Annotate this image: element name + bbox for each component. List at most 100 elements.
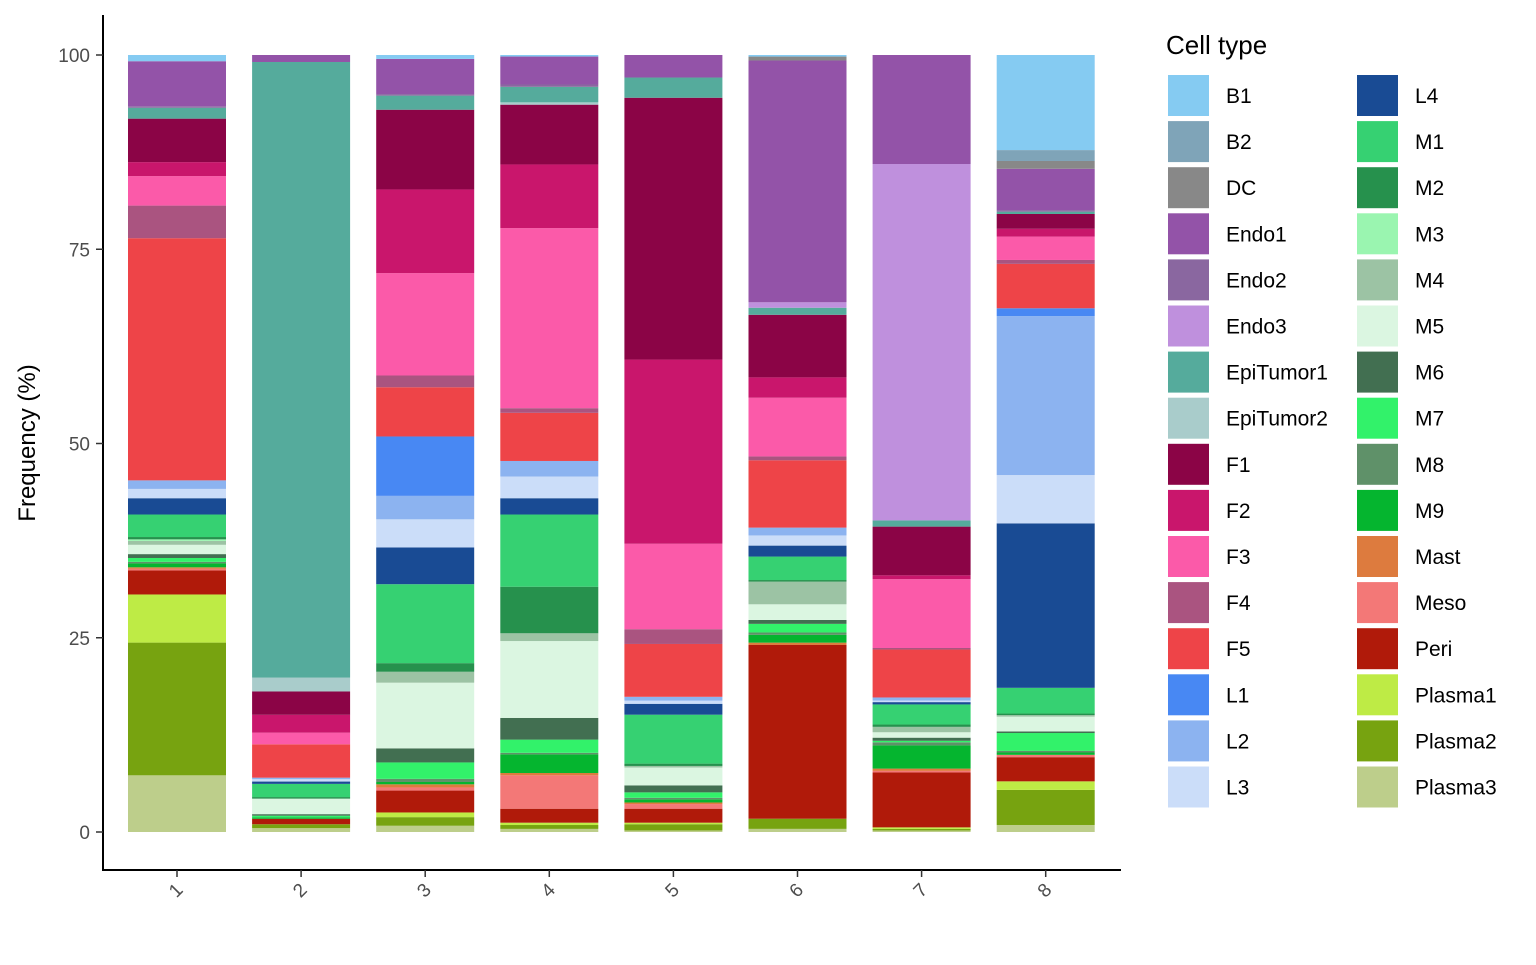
bar-segment-8-m9 [996, 752, 1095, 755]
bar-segment-6-m5 [748, 604, 847, 620]
bar-segment-5-m6 [624, 785, 723, 793]
bar-segment-4-l3 [500, 476, 599, 499]
bar-segment-2-f3 [252, 732, 351, 745]
legend-key-m5 [1357, 305, 1398, 347]
legend-key-endo2 [1168, 259, 1209, 301]
bar-segment-7-plasma2 [872, 828, 971, 831]
bar-segment-1-m4 [128, 540, 226, 545]
legend-label-dc: DC [1226, 177, 1256, 200]
legend-label-l4: L4 [1415, 85, 1439, 108]
bar-segment-4-plasma1 [500, 822, 599, 826]
bar-segment-7-plasma1 [872, 827, 971, 829]
bar-segment-3-m8 [376, 778, 475, 782]
bar-segment-7-meso [872, 770, 971, 773]
x-tick-label-5: 5 [662, 880, 684, 902]
bar-segment-1-m6 [128, 554, 226, 558]
bar-segment-4-peri [500, 808, 599, 823]
bar-segment-7-mast [872, 768, 971, 771]
bar-segment-8-m2 [996, 713, 1095, 716]
bar-segment-1-endo2 [128, 106, 226, 108]
bar-segment-8-b2 [996, 150, 1095, 161]
bar-segment-2-epitumor1 [252, 61, 351, 678]
bar-segment-2-f2 [252, 714, 351, 733]
bar-stack-5 [624, 55, 723, 832]
bar-segment-6-l2 [748, 527, 847, 536]
legend-key-dc [1168, 167, 1209, 209]
legend-label-plasma3: Plasma3 [1415, 777, 1497, 800]
bar-segment-4-m1 [500, 514, 599, 587]
bar-segment-8-plasma3 [996, 824, 1095, 832]
legend-label-b2: B2 [1226, 131, 1252, 154]
bar-segment-4-m5 [500, 641, 599, 718]
legend-label-m6: M6 [1415, 362, 1444, 385]
bar-segment-4-f3 [500, 228, 599, 409]
bar-segment-4-m6 [500, 717, 599, 740]
legend-label-m1: M1 [1415, 131, 1444, 154]
legend-key-plasma3 [1357, 766, 1398, 808]
bar-segment-7-f5 [872, 649, 971, 698]
legend-key-m4 [1357, 259, 1398, 301]
legend-label-l1: L1 [1226, 684, 1249, 707]
x-tick-label-4: 4 [538, 879, 561, 902]
bar-segment-7-f2 [872, 575, 971, 580]
bar-segment-5-plasma2 [624, 824, 723, 831]
bar-segment-1-m7 [128, 557, 226, 562]
bar-segment-1-m1 [128, 514, 226, 538]
bar-segment-1-plasma3 [128, 775, 226, 832]
bar-segment-1-m8 [128, 561, 226, 564]
bar-segment-7-f4 [872, 647, 971, 650]
axes-layer: Frequency (%) [14, 15, 1121, 871]
bar-segment-3-m5 [376, 682, 475, 749]
bar-segment-5-l4 [624, 703, 723, 715]
bar-segment-4-f1 [500, 104, 599, 165]
bar-segment-5-f5 [624, 643, 723, 697]
bar-segment-1-meso [128, 568, 226, 571]
legend-title: Cell type [1166, 30, 1267, 60]
bar-segment-2-f1 [252, 691, 351, 715]
bar-segment-3-l1 [376, 436, 475, 496]
bar-segment-8-epitumor1 [996, 211, 1095, 214]
bar-segment-3-f4 [376, 375, 475, 388]
bar-segment-5-plasma1 [624, 822, 723, 825]
bar-segment-1-m9 [128, 563, 226, 568]
bar-segment-2-l2 [252, 777, 351, 780]
legend-key-b1 [1168, 75, 1209, 116]
bar-segment-8-peri [996, 757, 1095, 782]
bar-segment-6-epitumor1 [748, 307, 847, 315]
bar-segment-6-endo1 [748, 60, 847, 303]
bar-segment-6-l3 [748, 535, 847, 546]
bar-segment-4-l4 [500, 498, 599, 515]
bar-segment-8-endo2 [996, 210, 1095, 212]
legend-label-plasma2: Plasma2 [1415, 730, 1497, 753]
legend-key-epitumor2 [1168, 397, 1209, 439]
bar-segment-4-m7 [500, 739, 599, 753]
legend-label-m3: M3 [1415, 223, 1444, 246]
bar-segment-4-m8 [500, 752, 599, 755]
bar-segment-7-m5 [872, 732, 971, 738]
bar-segment-2-l3 [252, 779, 351, 782]
bar-segment-8-m8 [996, 750, 1095, 753]
legend-label-meso: Meso [1415, 592, 1466, 615]
bar-segment-3-m9 [376, 781, 475, 785]
bar-stack-3 [376, 55, 475, 832]
bar-segment-1-f2 [128, 162, 226, 177]
bar-segment-3-peri [376, 790, 475, 813]
bar-stack-1 [128, 55, 226, 832]
legend-key-peri [1357, 628, 1398, 670]
bar-segment-7-l3 [872, 700, 971, 703]
legend-key-m7 [1357, 397, 1398, 439]
y-ticks: 0 25 50 75 100 [58, 46, 103, 844]
bar-segment-8-f1 [996, 213, 1095, 229]
legend-key-f3 [1168, 536, 1209, 577]
bar-segment-6-m2 [748, 580, 847, 582]
bar-segment-5-m5 [624, 767, 723, 786]
x-tick-label-8: 8 [1034, 880, 1056, 902]
bar-segment-1-plasma1 [128, 594, 226, 643]
bar-segment-3-f1 [376, 109, 475, 190]
bar-segment-6-peri [748, 644, 847, 819]
bar-stack-4 [500, 55, 599, 832]
legend-label-l2: L2 [1226, 730, 1249, 753]
bar-segment-3-f5 [376, 387, 475, 437]
bar-segment-5-l2 [624, 696, 723, 701]
